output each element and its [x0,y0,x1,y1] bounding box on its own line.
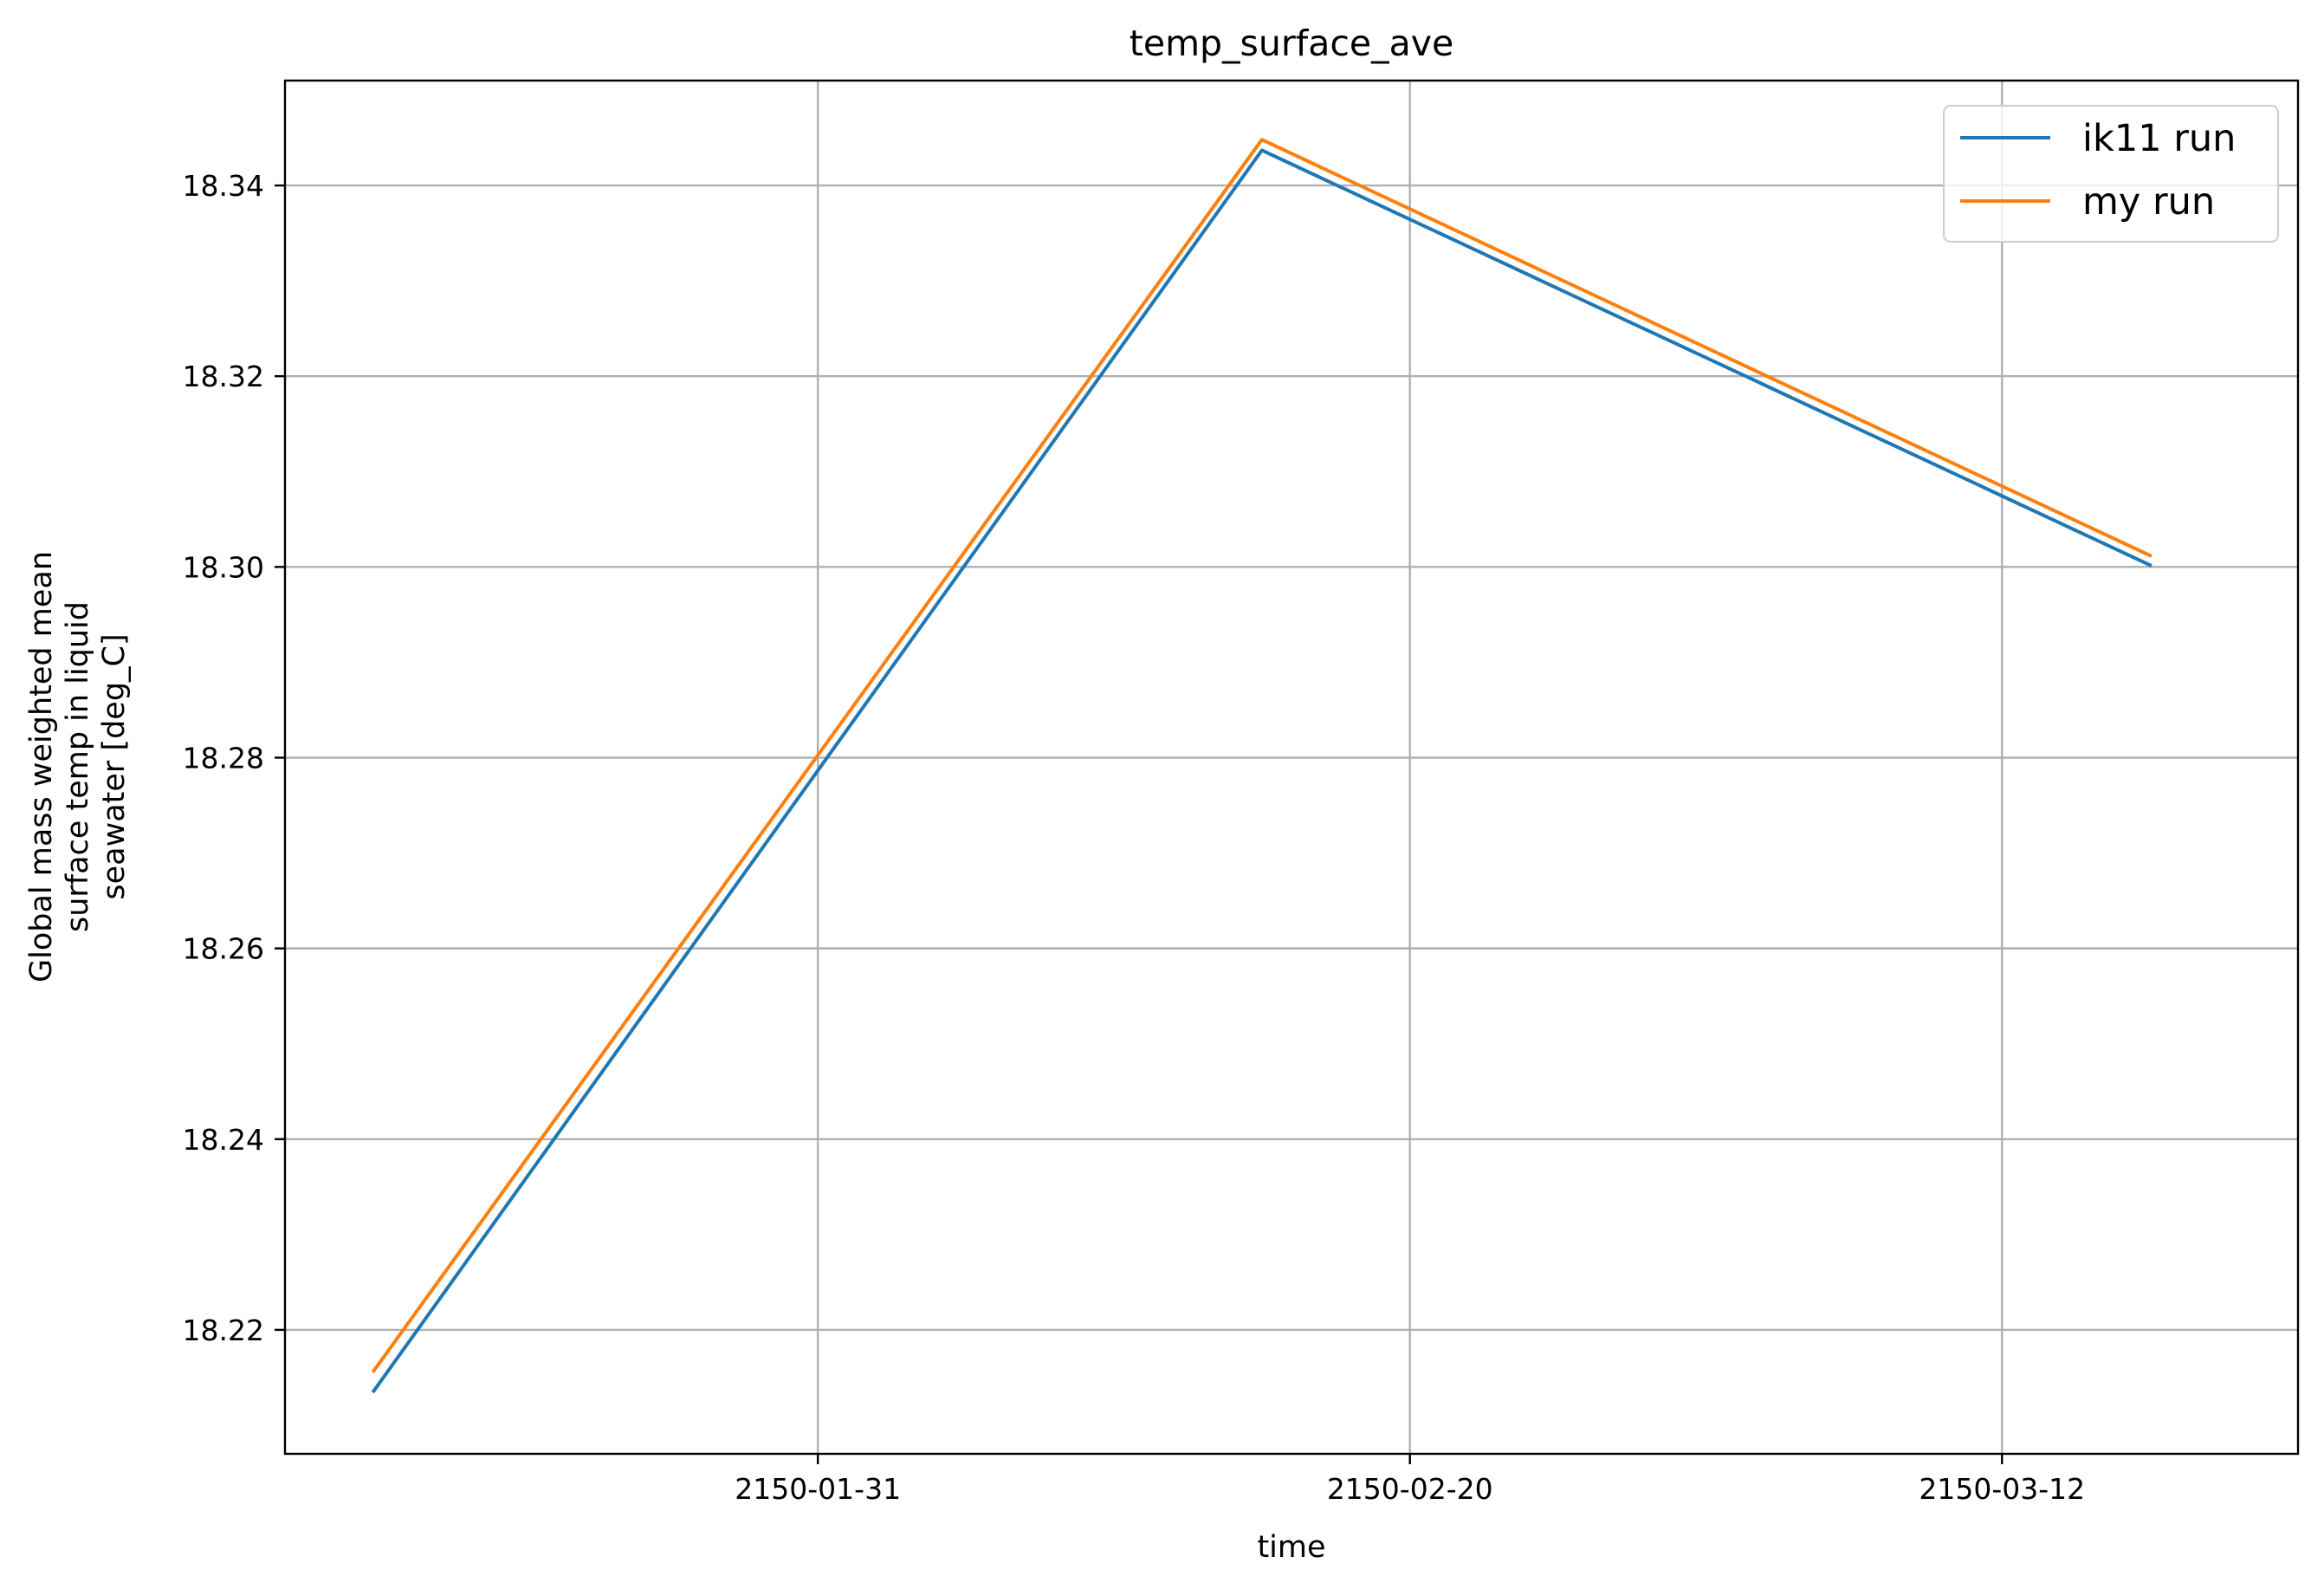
y-axis-label-line: seawater [deg_C] [97,633,132,899]
x-tick-label: 2150-03-12 [1919,1472,2085,1506]
x-axis-label: time [1257,1530,1325,1565]
plot-frame [283,79,2300,1456]
legend: ik11 run my run [1943,105,2279,243]
series-line-ik11-run [371,148,2152,1394]
y-tick-label: 18.34 [183,169,264,203]
legend-label-ik11-run: ik11 run [2082,117,2236,160]
y-tick-label: 18.24 [183,1123,264,1157]
y-tick-label: 18.32 [183,360,264,393]
y-tick-label: 18.22 [183,1313,264,1347]
legend-box [1943,105,2279,243]
x-tick-label: 2150-02-20 [1327,1472,1493,1506]
chart-title: temp_surface_ave [1130,23,1453,64]
series-line-my-run [371,138,2152,1373]
y-axis-label-line: Global mass weighted mean [24,551,59,983]
y-tick-label: 18.30 [183,550,264,584]
series-lines [371,138,2152,1394]
y-tick-label: 18.26 [183,932,264,966]
y-tick-label: 18.28 [183,741,264,775]
legend-label-my-run: my run [2082,180,2215,224]
x-tick-label: 2150-01-31 [735,1472,901,1506]
y-axis-label-line: surface temp in liquid [61,601,95,932]
y-axis-label: Global mass weighted meansurface temp in… [24,551,132,983]
axis-ticks: 2150-01-31 2150-02-20 2150-03-12 18.22 18.24… [183,169,2086,1506]
